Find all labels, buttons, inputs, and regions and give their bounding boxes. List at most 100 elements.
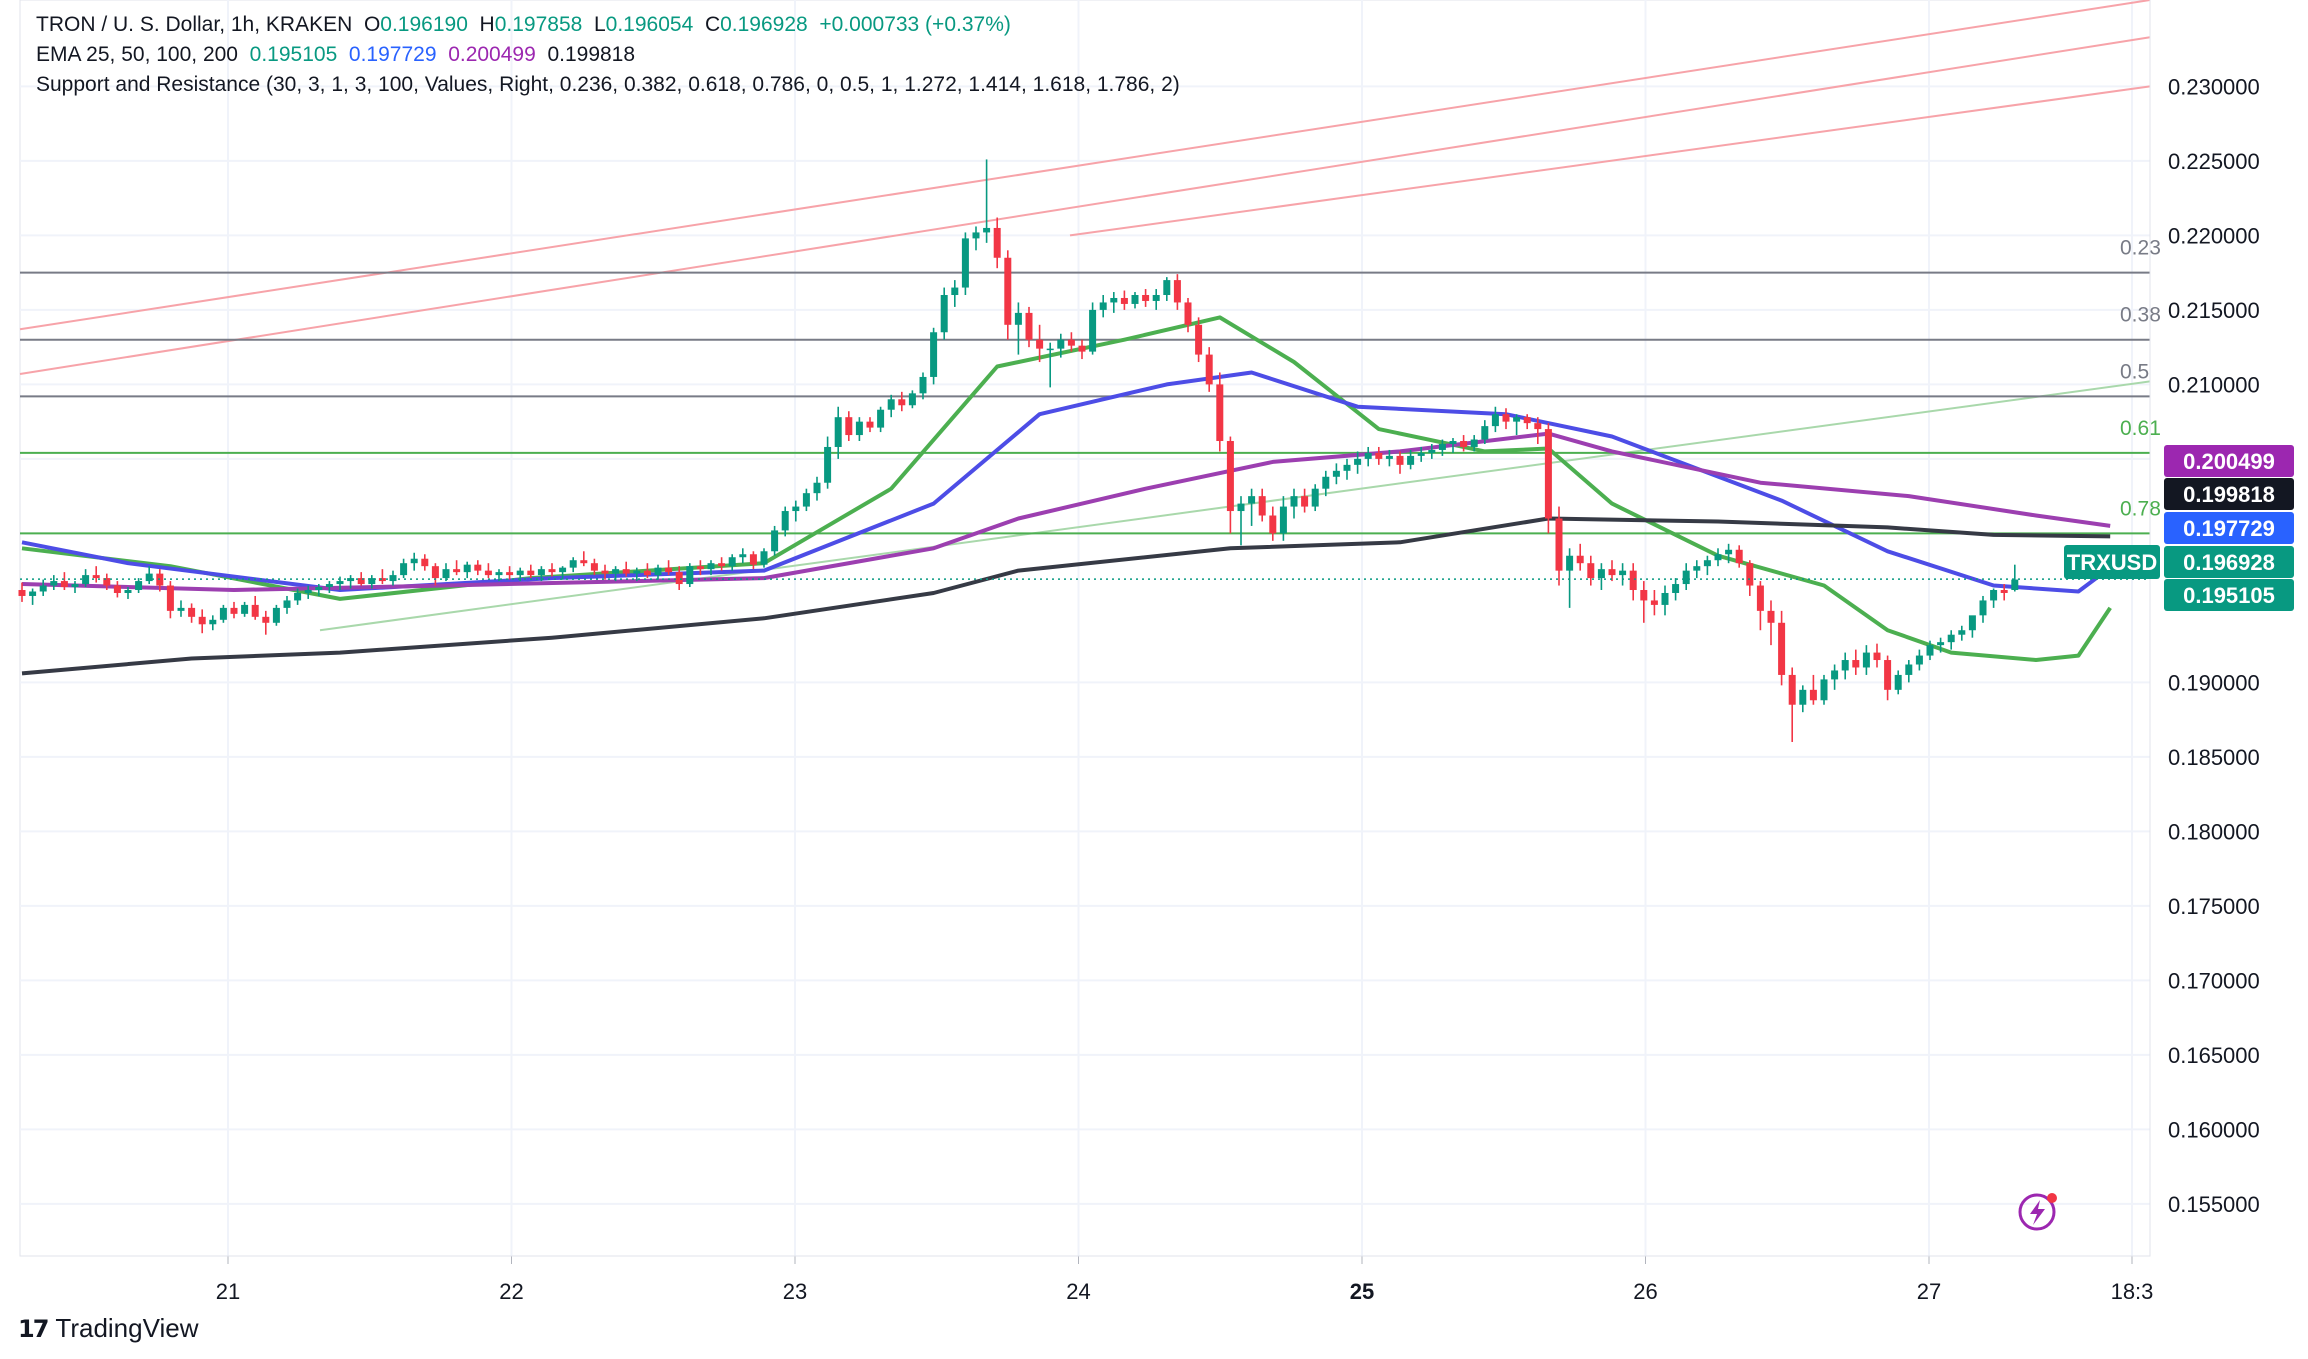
candle bbox=[1290, 488, 1298, 519]
price-labels: 0.200499 0.199818 0.197729 0.196928 0.195105… bbox=[2064, 445, 2294, 611]
candle-body bbox=[124, 590, 132, 593]
candle bbox=[1354, 451, 1362, 474]
candle bbox=[1025, 306, 1033, 348]
legend-high-label: H bbox=[479, 13, 495, 36]
candle-body bbox=[2000, 590, 2008, 593]
tradingview-footer[interactable]: 17 TradingView bbox=[18, 1313, 198, 1344]
x-tick-label: 25 bbox=[1350, 1279, 1374, 1304]
legend-ema-row[interactable]: EMA 25, 50, 100, 200 0.195105 0.197729 0… bbox=[36, 40, 1180, 70]
candle bbox=[230, 601, 238, 619]
candle-body bbox=[1809, 689, 1817, 701]
ema100-line bbox=[21, 431, 2111, 592]
candle-body bbox=[1513, 417, 1521, 422]
candle-body bbox=[1332, 470, 1340, 477]
candle bbox=[1364, 446, 1372, 467]
candle bbox=[537, 566, 545, 582]
candle bbox=[569, 557, 577, 573]
candle bbox=[1968, 615, 1976, 638]
candle bbox=[1714, 548, 1722, 567]
candle bbox=[760, 548, 768, 568]
candle bbox=[1958, 625, 1966, 641]
candle-body bbox=[760, 551, 768, 565]
candle bbox=[1311, 484, 1319, 512]
candle-body bbox=[633, 570, 641, 574]
lightning-icon bbox=[2018, 1193, 2057, 1231]
candle-body bbox=[389, 575, 397, 582]
candle-body bbox=[1491, 414, 1499, 427]
legend-ema100-value: 0.200499 bbox=[448, 43, 536, 66]
candle-body bbox=[336, 581, 344, 585]
candle bbox=[1226, 436, 1234, 534]
candle-body bbox=[771, 530, 779, 552]
candle bbox=[103, 573, 111, 591]
candle-body bbox=[1205, 354, 1213, 385]
candle-body bbox=[569, 560, 577, 568]
legend-ema50-value: 0.197729 bbox=[348, 43, 437, 66]
candle bbox=[304, 585, 312, 599]
candle-body bbox=[781, 511, 789, 531]
candle-body bbox=[537, 569, 545, 576]
candle bbox=[315, 584, 323, 596]
candle-body bbox=[1905, 664, 1913, 675]
candle-body bbox=[866, 421, 874, 428]
candle-body bbox=[1990, 590, 1998, 601]
candle bbox=[1629, 563, 1637, 601]
legend-symbol-row[interactable]: TRON / U. S. Dollar, 1h, KRAKEN O0.19619… bbox=[36, 10, 1180, 40]
candle-body bbox=[1799, 689, 1807, 705]
candle-body bbox=[209, 619, 217, 625]
candle-body bbox=[294, 592, 302, 601]
candle bbox=[1449, 438, 1457, 453]
legend-sr-row[interactable]: Support and Resistance (30, 3, 1, 3, 100… bbox=[36, 70, 1180, 100]
candle bbox=[145, 566, 153, 585]
candle-body bbox=[1375, 452, 1383, 459]
y-tick-label: 0.190000 bbox=[2168, 670, 2260, 695]
candle-body bbox=[1640, 590, 1648, 601]
candle-body bbox=[230, 607, 238, 614]
candle-body bbox=[1566, 555, 1574, 571]
candle-body bbox=[739, 554, 747, 558]
candle bbox=[251, 595, 259, 620]
candle-body bbox=[1343, 464, 1351, 471]
legend-ema25-value: 0.195105 bbox=[249, 43, 338, 66]
y-tick-label: 0.230000 bbox=[2168, 74, 2260, 99]
candles bbox=[18, 159, 2019, 742]
y-tick-label: 0.220000 bbox=[2168, 223, 2260, 248]
candle-body bbox=[749, 554, 757, 565]
candle-body bbox=[1555, 518, 1563, 571]
x-tick-label: 26 bbox=[1633, 1279, 1657, 1304]
candle bbox=[1979, 595, 1987, 623]
candle bbox=[1534, 417, 1542, 444]
candle-body bbox=[1184, 302, 1192, 325]
candle-body bbox=[219, 607, 227, 620]
candle bbox=[506, 566, 514, 580]
candle bbox=[1322, 470, 1330, 497]
candle bbox=[2011, 564, 2019, 592]
candle bbox=[1693, 560, 1701, 579]
candle-body bbox=[1290, 496, 1298, 507]
candle-body bbox=[1873, 652, 1881, 661]
candle bbox=[1831, 664, 1839, 690]
y-tick-label: 0.210000 bbox=[2168, 372, 2260, 397]
fib-level-label: 0.38 bbox=[2120, 304, 2161, 327]
candle-body bbox=[1195, 324, 1203, 355]
candle-body bbox=[940, 295, 948, 333]
candle-body bbox=[1407, 455, 1415, 465]
candle-body bbox=[1672, 584, 1680, 593]
candle bbox=[188, 603, 196, 623]
candle bbox=[1873, 643, 1881, 668]
candle-body bbox=[1756, 585, 1764, 611]
candle-body bbox=[718, 563, 726, 567]
candle bbox=[781, 506, 789, 537]
candle-body bbox=[368, 578, 376, 585]
candle-body bbox=[198, 616, 206, 625]
candle-body bbox=[453, 569, 461, 573]
candle-body bbox=[1354, 458, 1362, 465]
legend-symbol: TRON / U. S. Dollar, 1h, KRAKEN bbox=[36, 13, 353, 36]
candle bbox=[993, 217, 1001, 269]
candle bbox=[802, 488, 810, 512]
candle bbox=[1576, 543, 1584, 571]
candle-body bbox=[1778, 622, 1786, 675]
candle bbox=[1343, 458, 1351, 480]
candle bbox=[1947, 630, 1955, 650]
